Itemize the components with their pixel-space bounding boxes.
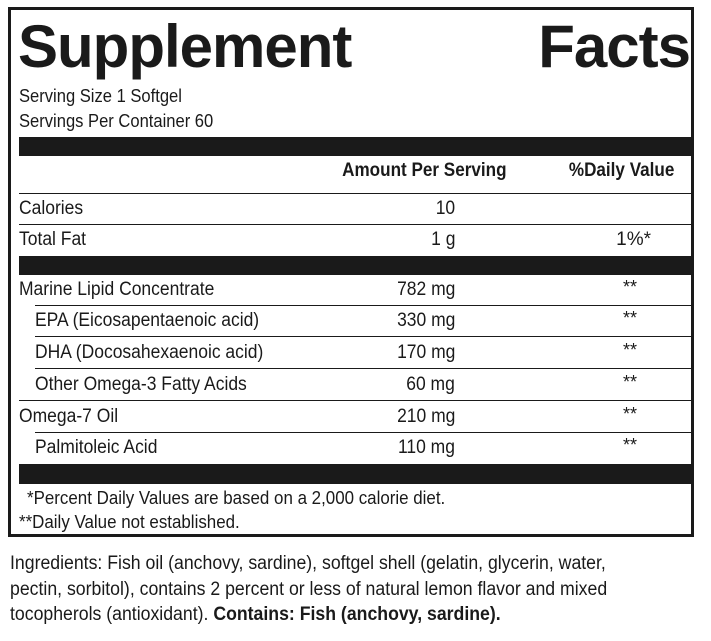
nutrient-amount: 210 mg (396, 406, 455, 427)
row-divider (19, 224, 691, 225)
footnote-daily-value-not-established: **Daily Value not established. (19, 512, 240, 532)
nutrient-row-dha: DHA (Docosahexaenoic acid) 170 mg ** (19, 338, 691, 369)
nutrient-name: Other Omega-3 Fatty Acids (35, 374, 247, 395)
ingredients-line-1: Ingredients: Fish oil (anchovy, sardine)… (10, 553, 606, 574)
nutrient-amount: 60 mg (406, 374, 455, 395)
nutrient-row-total-fat: Total Fat 1 g 1%* (19, 225, 691, 256)
nutrient-daily-value: ** (622, 404, 637, 424)
nutrient-row-omega-7: Omega-7 Oil 210 mg ** (19, 402, 691, 433)
nutrient-row-epa: EPA (Eicosapentaenoic acid) 330 mg ** (19, 306, 691, 337)
row-divider (35, 432, 691, 433)
nutrient-row-palmitoleic-acid: Palmitoleic Acid 110 mg ** (19, 433, 691, 464)
supplement-facts-panel: Supplement Facts Serving Size 1 Softgel … (8, 7, 694, 537)
nutrient-name: DHA (Docosahexaenoic acid) (35, 342, 264, 363)
header-divider (19, 193, 691, 194)
ingredients-text: tocopherols (antioxidant). (10, 604, 214, 625)
nutrient-amount: 110 mg (397, 437, 455, 458)
row-divider (35, 336, 691, 337)
nutrient-amount: 170 mg (396, 342, 455, 363)
title-word-facts: Facts (538, 13, 691, 80)
ingredients-statement: Ingredients: Fish oil (anchovy, sardine)… (10, 551, 650, 628)
ingredients-line-3: tocopherols (antioxidant). Contains: Fis… (10, 602, 605, 628)
title-word-supplement: Supplement (18, 13, 352, 80)
thick-divider-bottom (19, 464, 691, 484)
serving-size: Serving Size 1 Softgel (19, 86, 182, 106)
nutrient-name: Marine Lipid Concentrate (19, 279, 215, 300)
nutrient-name: EPA (Eicosapentaenoic acid) (35, 310, 260, 331)
footnote-percent-daily-values: *Percent Daily Values are based on a 2,0… (27, 488, 446, 508)
nutrient-name: Total Fat (19, 229, 87, 250)
row-divider (35, 305, 691, 306)
nutrient-daily-value: ** (622, 340, 637, 360)
row-divider (35, 368, 691, 369)
header-daily-value: %Daily Value (568, 160, 675, 181)
panel-title: Supplement Facts (18, 13, 691, 80)
nutrient-name: Omega-7 Oil (19, 406, 119, 427)
nutrient-amount: 330 mg (396, 310, 455, 331)
nutrient-row-marine-lipid: Marine Lipid Concentrate 782 mg ** (19, 275, 691, 306)
nutrient-daily-value: ** (622, 435, 637, 455)
nutrient-name: Palmitoleic Acid (35, 437, 158, 458)
servings-per-container: Servings Per Container 60 (19, 111, 214, 131)
nutrient-daily-value: ** (622, 308, 637, 328)
thick-divider-top (19, 137, 691, 156)
allergen-statement: Contains: Fish (anchovy, sardine). (213, 604, 501, 625)
row-divider (19, 400, 691, 401)
nutrient-daily-value: ** (622, 277, 637, 297)
nutrient-row-other-omega-3: Other Omega-3 Fatty Acids 60 mg ** (19, 370, 691, 401)
nutrient-name: Calories (19, 198, 84, 219)
header-amount-per-serving: Amount Per Serving (342, 160, 507, 181)
nutrient-daily-value: ** (622, 372, 637, 392)
nutrient-amount: 782 mg (396, 279, 455, 300)
nutrient-amount: 1 g (430, 229, 455, 250)
nutrient-daily-value: 1%* (616, 229, 651, 250)
nutrient-row-calories: Calories 10 (19, 194, 691, 225)
ingredients-line-2: pectin, sorbitol), contains 2 percent or… (10, 578, 608, 600)
nutrient-amount: 10 (435, 198, 455, 219)
thick-divider-middle (19, 256, 691, 275)
